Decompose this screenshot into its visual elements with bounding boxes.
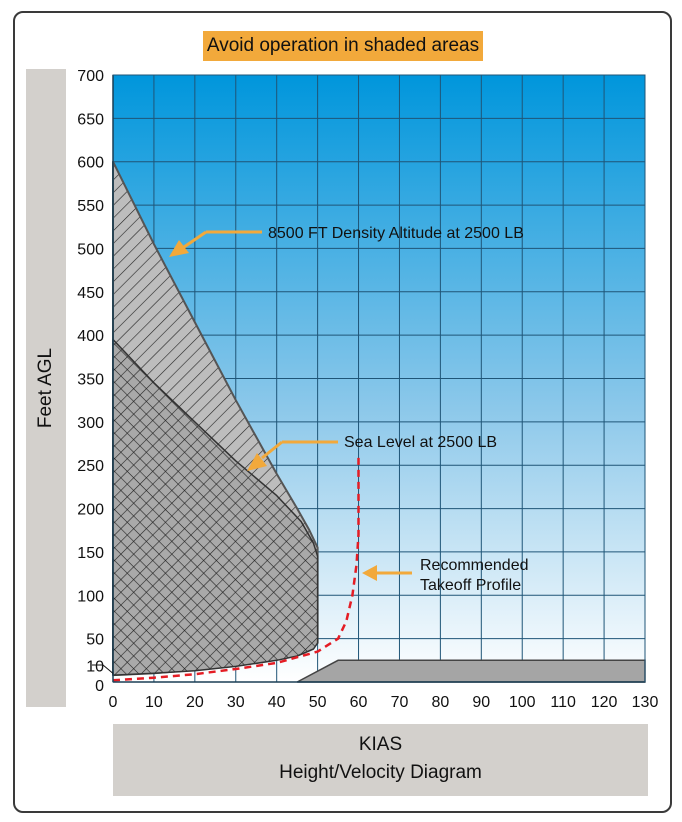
x-tick-label: 110 — [550, 694, 576, 711]
chart-caption: Height/Velocity Diagram — [279, 762, 482, 783]
arrow-takeoff-tip — [362, 565, 377, 581]
y-tick-label: 550 — [77, 198, 104, 215]
y-tick-label: 10 — [86, 658, 104, 675]
arrow-8500ft-bend — [183, 230, 207, 249]
x-tick-label: 10 — [145, 694, 163, 711]
y-tick-label: 100 — [77, 588, 104, 605]
y-tick-label: 200 — [77, 502, 104, 519]
shaded-regions — [112, 160, 646, 683]
arrow-8500ft-tip — [169, 240, 189, 257]
y-tick-label: 450 — [77, 285, 104, 302]
x-tick-label: 0 — [109, 694, 118, 711]
y-tick-label: 500 — [77, 241, 104, 258]
x-tick-label: 30 — [227, 694, 245, 711]
y-tick-label: 50 — [86, 632, 104, 649]
x-tick-label: 50 — [309, 694, 327, 711]
arrow-sea-level-tip — [247, 453, 267, 471]
y-tick-label: 250 — [77, 458, 104, 475]
annotation-sea-level: Sea Level at 2500 LB — [344, 434, 497, 451]
arrow-sea-level-bend — [261, 440, 283, 460]
y-tick-label: 300 — [77, 415, 104, 432]
y-tick-label: 350 — [77, 372, 104, 389]
x-tick-label: 90 — [472, 694, 490, 711]
annotation-8500ft: 8500 FT Density Altitude at 2500 LB — [268, 225, 524, 242]
series-high-speed-region — [296, 659, 646, 683]
x-tick-label: 100 — [509, 694, 536, 711]
y-tick-label: 650 — [77, 111, 104, 128]
plot-border — [112, 74, 646, 683]
x-tick-label: 70 — [391, 694, 409, 711]
x-tick-label: 20 — [186, 694, 204, 711]
x-axis-label-box: KIAS Height/Velocity Diagram — [113, 724, 648, 796]
x-tick-label: 40 — [268, 694, 286, 711]
y-tick-label: 150 — [77, 545, 104, 562]
y-tick-label: 400 — [77, 328, 104, 345]
y-tick-label: 600 — [77, 155, 104, 172]
series-sea-level-region — [112, 338, 319, 676]
x-tick-label: 60 — [350, 694, 368, 711]
y-tick-leader — [92, 664, 114, 674]
x-tick-labels: 0 10 20 30 40 50 60 70 80 90 100 110 120 130 — [109, 694, 659, 711]
series-takeoff-profile — [112, 456, 360, 682]
x-tick-label: 130 — [632, 694, 659, 711]
annotation-arrows — [169, 230, 412, 581]
annotation-takeoff-line1: Recommended — [420, 557, 529, 574]
y-tick-label: 700 — [77, 68, 104, 85]
x-axis-label: KIAS — [358, 734, 403, 755]
annotations: 8500 FT Density Altitude at 2500 LB Sea … — [268, 225, 529, 594]
y-tick-label: 0 — [95, 678, 104, 695]
annotation-takeoff-line2: Takeoff Profile — [420, 577, 521, 594]
y-tick-labels: 0 10 50 100 150 200 250 300 350 400 450 500 550 600 65… — [77, 68, 114, 695]
x-tick-label: 120 — [591, 694, 618, 711]
axes — [112, 74, 646, 683]
x-tick-label: 80 — [431, 694, 449, 711]
y-axis-label-bar — [26, 69, 66, 707]
chart-title: Avoid operation in shaded areas — [203, 31, 483, 61]
